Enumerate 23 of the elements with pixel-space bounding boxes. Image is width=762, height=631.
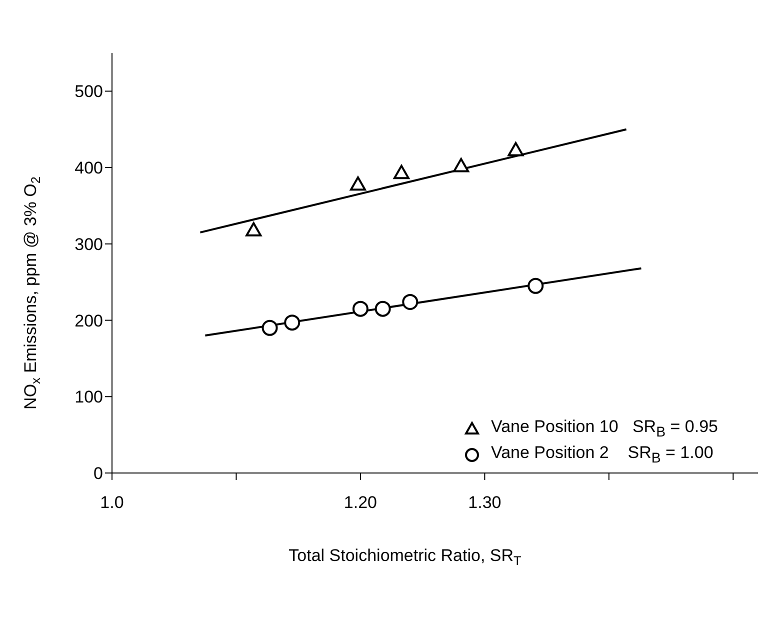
point	[402, 294, 418, 310]
point	[453, 158, 470, 172]
point	[262, 320, 278, 336]
x-tick-label: 1.30	[468, 493, 502, 512]
x-tick-label: 1.20	[344, 493, 378, 512]
point	[350, 176, 366, 191]
point	[284, 314, 300, 331]
point	[374, 300, 391, 317]
y-tick-label: 500	[74, 82, 103, 102]
y-tick-label: 200	[74, 311, 103, 330]
x-tick-label: 1.0	[100, 493, 124, 512]
x-axis-title: Total Stoichiometric Ratio, SR$_{T}$	[288, 546, 522, 568]
point	[352, 300, 368, 317]
point	[393, 164, 410, 180]
y-tick-label: 100	[74, 388, 103, 407]
point	[528, 278, 544, 294]
y-tick-label: 300	[74, 234, 103, 254]
legend-label: Vane Position 10 SR$_{B}$ = 0.95	[491, 417, 718, 441]
point	[508, 142, 524, 156]
legend-label: Vane Position 2 SR$_{B}$ = 1.00	[491, 443, 714, 467]
y-tick-label: 400	[74, 158, 103, 178]
point	[246, 222, 262, 236]
y-tick-label: 0	[94, 464, 103, 484]
